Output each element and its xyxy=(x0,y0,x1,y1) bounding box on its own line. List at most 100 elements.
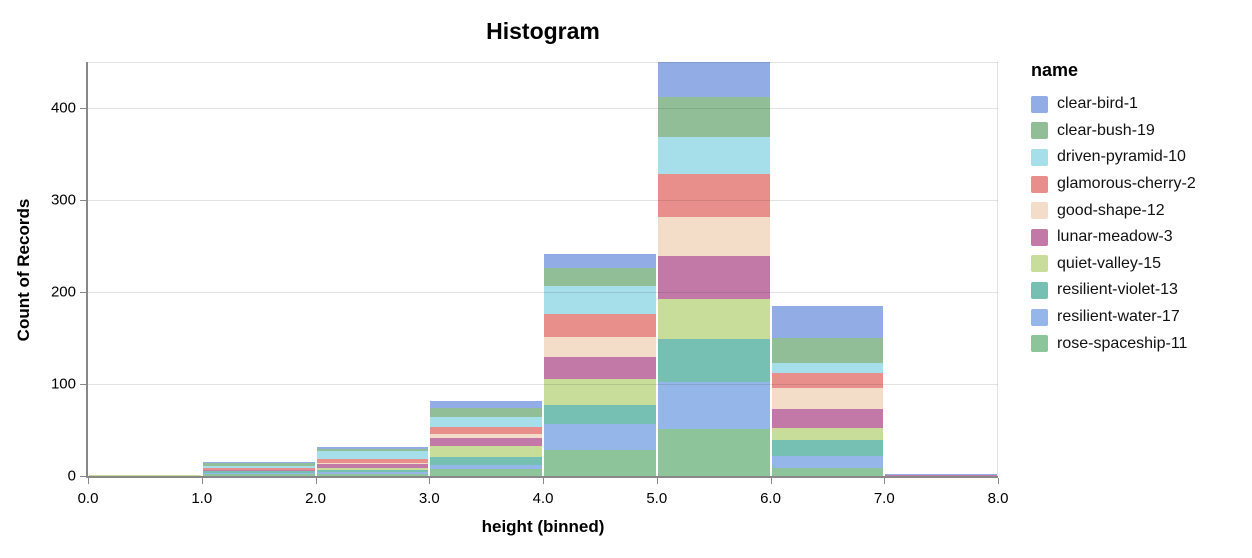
bar-segment-quiet-valley-15 xyxy=(89,475,201,476)
chart-title: Histogram xyxy=(486,18,600,44)
y-tick-label-0: 0 xyxy=(67,467,76,485)
x-tick-8 xyxy=(998,478,999,484)
bar-segment-quiet-valley-15 xyxy=(544,379,656,406)
bar-segment-lunar-meadow-3 xyxy=(202,469,315,471)
legend-swatch-glamorous-cherry-2 xyxy=(1031,175,1048,193)
bar-segment-rose-spaceship-11 xyxy=(202,474,315,476)
legend-label: resilient-violet-13 xyxy=(1057,281,1178,299)
bar-segment-driven-pyramid-10 xyxy=(202,465,315,468)
bar-segment-driven-pyramid-10 xyxy=(657,136,770,175)
x-tick-label-3: 3.0 xyxy=(418,490,440,507)
bar-segment-good-shape-12 xyxy=(316,463,429,465)
bar-segment-rose-spaceship-11 xyxy=(430,468,542,476)
bar-segment-resilient-water-17 xyxy=(316,472,429,475)
legend-label: rose-spaceship-11 xyxy=(1057,334,1188,352)
legend-item-driven-pyramid-10: driven-pyramid-10 xyxy=(1031,144,1196,171)
gridline-y-300 xyxy=(88,200,998,201)
plot-area xyxy=(88,62,998,476)
bar-segment-glamorous-cherry-2 xyxy=(771,372,884,388)
x-axis-line xyxy=(86,476,998,478)
bar-segment-glamorous-cherry-2 xyxy=(657,174,770,218)
legend-swatch-resilient-water-17 xyxy=(1031,308,1048,326)
bar-segment-clear-bird-1 xyxy=(771,305,884,338)
legend-swatch-driven-pyramid-10 xyxy=(1031,148,1048,166)
bar-segment-driven-pyramid-10 xyxy=(544,286,656,315)
bar-segment-resilient-water-17 xyxy=(430,464,542,469)
bar-segment-rose-spaceship-11 xyxy=(657,429,770,476)
x-tick-label-7: 7.0 xyxy=(873,490,895,507)
y-tick-label-300: 300 xyxy=(50,191,76,209)
x-tick-3 xyxy=(429,478,431,484)
legend-items: clear-bird-1 clear-bush-19 driven-pyramid-… xyxy=(1031,91,1196,357)
legend-label: quiet-valley-15 xyxy=(1057,254,1162,272)
bar-segment-good-shape-12 xyxy=(544,337,656,358)
legend-item-rose-spaceship-11: rose-spaceship-11 xyxy=(1031,330,1196,357)
bar-segment-resilient-violet-13 xyxy=(657,338,770,383)
x-tick-label-8: 8.0 xyxy=(987,490,1009,507)
x-tick-7 xyxy=(884,478,886,484)
legend-swatch-quiet-valley-15 xyxy=(1031,255,1048,273)
bar-segment-lunar-meadow-3 xyxy=(771,408,884,429)
bar-segment-quiet-valley-15 xyxy=(202,470,315,472)
y-tick-200 xyxy=(80,292,86,293)
bar-segment-good-shape-12 xyxy=(771,387,884,409)
bar-segment-good-shape-12 xyxy=(657,217,770,257)
bar-segment-resilient-violet-13 xyxy=(544,405,656,425)
legend-item-resilient-violet-13: resilient-violet-13 xyxy=(1031,277,1196,304)
y-tick-400 xyxy=(80,108,86,109)
bar-segment-quiet-valley-15 xyxy=(430,445,542,457)
gridline-y-200 xyxy=(88,292,998,293)
legend-item-clear-bush-19: clear-bush-19 xyxy=(1031,118,1196,145)
bar-segment-lunar-meadow-3 xyxy=(430,438,542,446)
x-tick-label-6: 6.0 xyxy=(760,490,781,507)
legend-swatch-clear-bird-1 xyxy=(1031,95,1048,113)
y-tick-300 xyxy=(80,200,86,201)
bar-segment-rose-spaceship-11 xyxy=(544,450,656,476)
bar-segment-clear-bird-1 xyxy=(544,254,656,269)
legend-item-glamorous-cherry-2: glamorous-cherry-2 xyxy=(1031,171,1196,198)
y-tick-label-400: 400 xyxy=(50,99,76,117)
bar-segment-clear-bird-1 xyxy=(657,62,770,97)
legend-label: lunar-meadow-3 xyxy=(1057,228,1173,246)
bar-segment-glamorous-cherry-2 xyxy=(316,458,429,464)
legend-swatch-lunar-meadow-3 xyxy=(1031,228,1048,246)
bar-segment-clear-bush-19 xyxy=(544,268,656,287)
plot-border-right xyxy=(997,62,998,476)
bar-segment-quiet-valley-15 xyxy=(771,428,884,441)
bar-segment-clear-bush-19 xyxy=(202,463,315,466)
legend-swatch-good-shape-12 xyxy=(1031,202,1048,220)
x-tick-label-0: 0.0 xyxy=(77,490,99,507)
legend-label: clear-bush-19 xyxy=(1057,121,1155,139)
gridline-y-400 xyxy=(88,108,998,109)
y-tick-label-200: 200 xyxy=(50,283,76,301)
plot-border-top xyxy=(88,62,998,63)
bar-segment-glamorous-cherry-2 xyxy=(430,427,542,434)
bar-segment-glamorous-cherry-2 xyxy=(202,467,315,470)
bar-segment-resilient-violet-13 xyxy=(202,471,315,474)
x-tick-label-1: 1.0 xyxy=(191,490,213,507)
legend-label: clear-bird-1 xyxy=(1057,95,1138,113)
bar-segment-clear-bush-19 xyxy=(316,449,429,452)
bar-segment-clear-bird-1 xyxy=(430,400,542,408)
bar-segment-driven-pyramid-10 xyxy=(316,451,429,459)
bar-segment-resilient-water-17 xyxy=(544,424,656,451)
legend-item-lunar-meadow-3: lunar-meadow-3 xyxy=(1031,224,1196,251)
bar-segment-quiet-valley-15 xyxy=(657,299,770,339)
legend-item-clear-bird-1: clear-bird-1 xyxy=(1031,91,1196,118)
x-tick-4 xyxy=(543,478,544,484)
bar-segment-lunar-meadow-3 xyxy=(885,475,997,476)
y-axis-line xyxy=(86,62,88,478)
bar-segment-resilient-violet-13 xyxy=(430,456,542,465)
x-tick-label-4: 4.0 xyxy=(532,490,554,507)
bar-segment-resilient-violet-13 xyxy=(316,470,429,473)
legend-item-quiet-valley-15: quiet-valley-15 xyxy=(1031,251,1196,278)
x-tick-1 xyxy=(201,478,203,484)
bar-segment-driven-pyramid-10 xyxy=(430,417,542,428)
legend-swatch-clear-bush-19 xyxy=(1031,122,1048,140)
bar-segment-resilient-violet-13 xyxy=(771,440,884,456)
bar-segment-clear-bird-1 xyxy=(316,446,429,450)
legend-label: resilient-water-17 xyxy=(1057,308,1180,326)
bar-segment-lunar-meadow-3 xyxy=(316,464,429,468)
bar-segment-resilient-water-17 xyxy=(771,455,884,468)
bar-segment-clear-bush-19 xyxy=(657,96,770,137)
